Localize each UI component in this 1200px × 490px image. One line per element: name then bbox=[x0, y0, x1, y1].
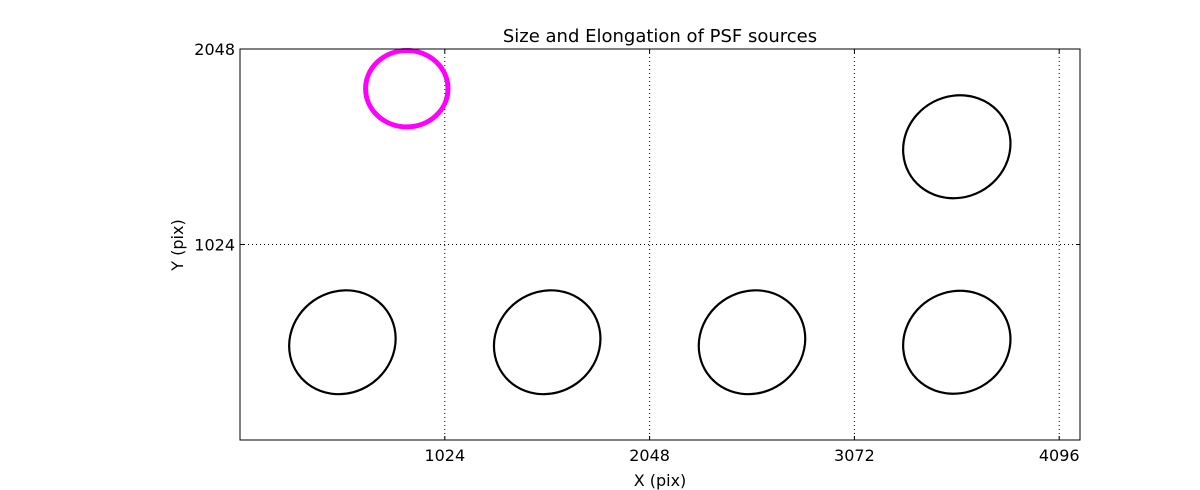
psf-ellipse bbox=[902, 94, 1012, 200]
psf-ellipse bbox=[697, 289, 807, 396]
x-axis-label: X (pix) bbox=[634, 471, 687, 490]
psf-ellipse bbox=[902, 289, 1012, 395]
axis-ticks: 1024 2048 3072 4096 1024 2048 bbox=[194, 40, 1080, 465]
x-tick-label: 4096 bbox=[1039, 446, 1080, 465]
y-tick-label: 1024 bbox=[194, 236, 235, 255]
psf-ellipse bbox=[492, 289, 602, 396]
x-tick-label: 1024 bbox=[424, 446, 465, 465]
x-tick-label: 2048 bbox=[629, 446, 670, 465]
y-axis-label: Y (pix) bbox=[168, 219, 187, 271]
chart-title: Size and Elongation of PSF sources bbox=[503, 26, 817, 47]
highlighted-psf-ellipse bbox=[363, 48, 451, 130]
ellipse-marks bbox=[288, 48, 1012, 396]
x-tick-label: 3072 bbox=[834, 446, 875, 465]
y-tick-label: 2048 bbox=[194, 40, 235, 59]
psf-ellipse bbox=[288, 289, 397, 396]
grid-lines bbox=[240, 48, 1080, 440]
